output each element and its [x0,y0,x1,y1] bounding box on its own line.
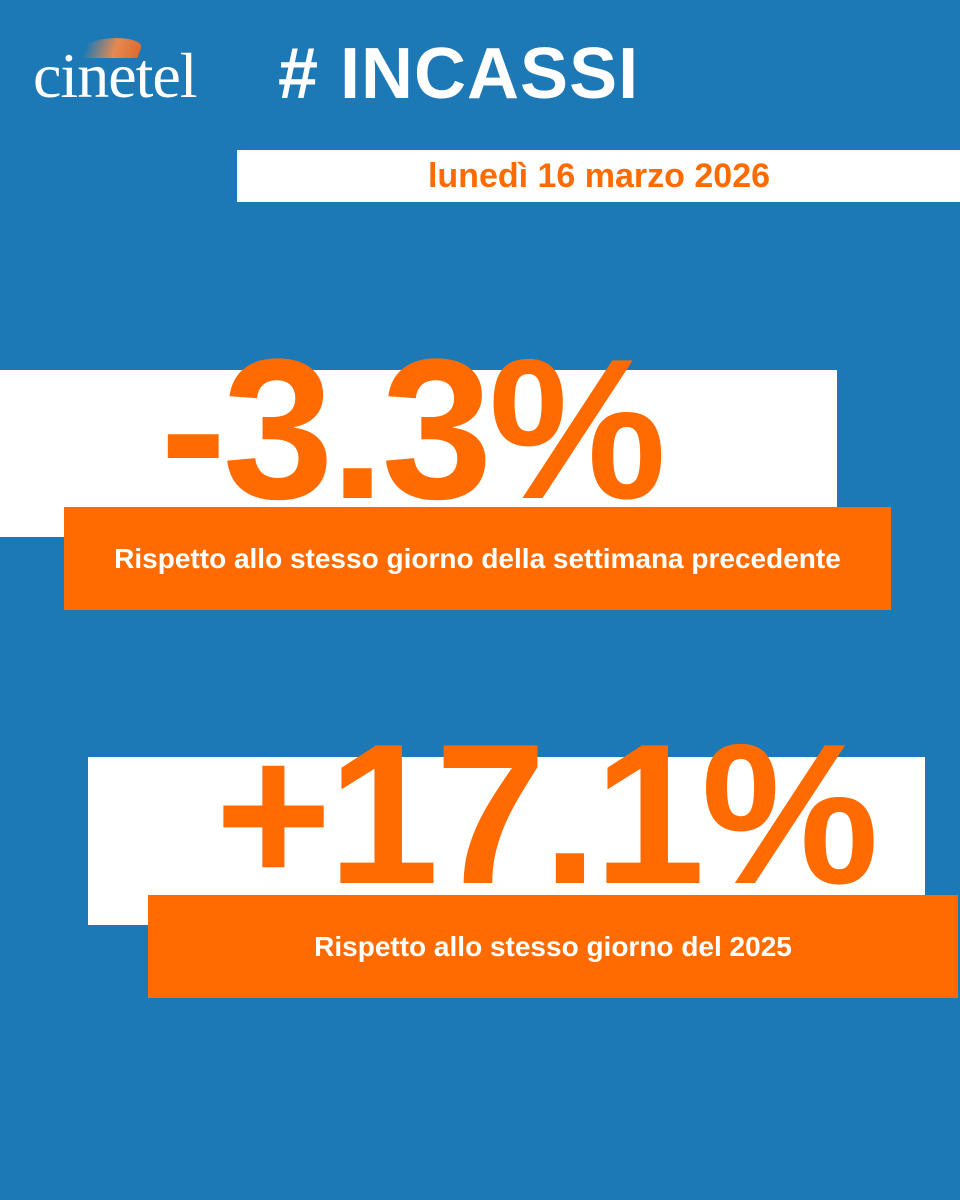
date-banner: lunedì 16 marzo 2026 [237,150,960,202]
date-label: lunedì 16 marzo 2026 [427,157,771,195]
stat-value-yearly: +17.1% [215,703,879,926]
stat-value-weekly: -3.3% [160,318,666,541]
stat-caption-yearly: Rispetto allo stesso giorno del 2025 [148,895,958,998]
cinetel-logo: cinetel [33,38,283,118]
logo-wordmark: cinetel [33,40,198,111]
page-title: # INCASSI [278,34,640,114]
stat-caption-weekly: Rispetto allo stesso giorno della settim… [64,507,891,610]
